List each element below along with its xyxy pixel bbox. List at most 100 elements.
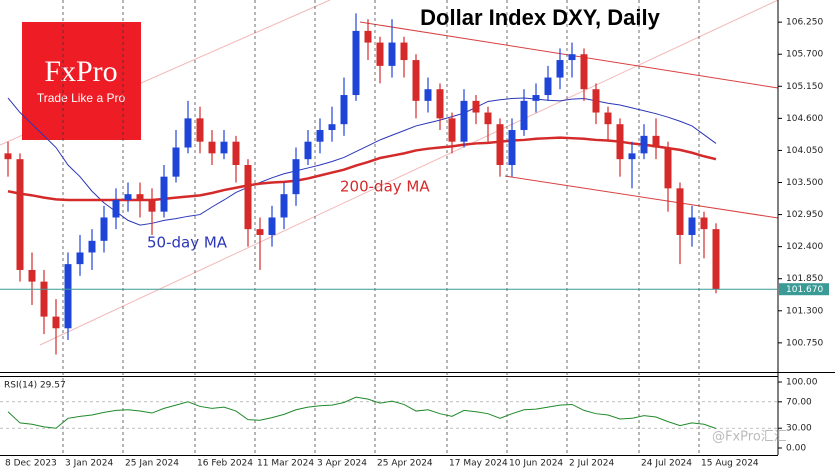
candle-body (484, 112, 492, 125)
watermark: @FxPro汇汇 (712, 430, 787, 445)
y-tick-label: 102.400 (786, 242, 823, 252)
ma-label: 50-day MA (147, 234, 228, 252)
candle-body (424, 89, 432, 101)
candle-body (568, 54, 576, 61)
candle-body (316, 130, 324, 142)
candle-body (376, 42, 384, 66)
y-tick-label: 70.00 (786, 397, 812, 407)
candle-body (64, 264, 72, 329)
candle-body (184, 118, 192, 148)
y-tick-label: 106.250 (786, 18, 823, 28)
logo: FxPro Trade Like a Pro (22, 22, 141, 140)
channel-line (39, 0, 779, 346)
candle-body (664, 147, 672, 189)
rsi-line (7, 396, 717, 429)
candle-body (652, 135, 660, 148)
logo-tagline: Trade Like a Pro (37, 91, 126, 105)
x-tick-label: 15 Aug 2024 (701, 459, 759, 469)
candle-body (160, 176, 168, 212)
candle-body (28, 269, 36, 282)
candle-body (76, 252, 84, 265)
candle-body (676, 188, 684, 235)
candle-body (40, 281, 48, 317)
candle-body (400, 42, 408, 61)
logo-box (22, 22, 141, 140)
candle-body (412, 60, 420, 101)
candle-body (136, 194, 144, 200)
candle-body (196, 118, 204, 142)
y-tick-label: 100.750 (786, 338, 823, 348)
x-tick-label: 3 Apr 2024 (317, 459, 367, 469)
candle-body (640, 135, 648, 154)
candle-body (520, 100, 528, 131)
candle-body (688, 217, 696, 235)
x-tick-label: 16 Feb 2024 (197, 459, 253, 469)
candle-body (100, 217, 108, 241)
candle-body (268, 217, 276, 235)
candle-body (616, 124, 624, 160)
ma-label: 200-day MA (340, 178, 430, 196)
moving-average (7, 136, 717, 202)
x-tick-label: 11 Mar 2024 (257, 459, 314, 469)
candle-body (604, 112, 612, 125)
candle-body (496, 124, 504, 166)
y-tick-label: 103.500 (786, 178, 823, 188)
candle-body (544, 77, 552, 96)
candle-body (472, 100, 480, 113)
candle-body (244, 165, 252, 230)
y-tick-label: 101.300 (786, 306, 823, 316)
candle-body (352, 30, 360, 96)
candle-body (208, 141, 216, 154)
last-price-box (779, 283, 829, 296)
candle-body (328, 124, 336, 131)
candle-body (592, 89, 600, 113)
candle-body (16, 159, 24, 270)
candle-body (532, 95, 540, 101)
logo-brand: FxPro (44, 55, 117, 88)
y-tick-label: 0.00 (786, 444, 806, 454)
candle-body (88, 240, 96, 253)
candle-body (712, 229, 720, 290)
candle-body (436, 89, 444, 119)
x-tick-label: 8 Dec 2023 (5, 459, 57, 469)
chart-title: Dollar Index DXY, Daily (420, 5, 660, 30)
candle-body (232, 141, 240, 166)
candle-body (628, 153, 636, 160)
candle-body (304, 141, 312, 160)
x-tick-label: 24 Jul 2024 (641, 459, 692, 469)
y-tick-label: 105.150 (786, 82, 823, 92)
candle-body (280, 194, 288, 218)
candle-body (52, 316, 60, 329)
x-tick-label: 10 Jun 2024 (509, 459, 563, 469)
candle-body (124, 194, 132, 200)
channel-line (504, 175, 779, 219)
candle-body (292, 159, 300, 195)
y-tick-label: 100.00 (786, 378, 818, 388)
candle-body (508, 130, 516, 166)
candle-body (700, 217, 708, 230)
x-tick-label: 2 Jul 2024 (569, 459, 614, 469)
x-tick-label: 17 May 2024 (449, 459, 508, 469)
rsi-title: RSI(14) 29.57 (4, 381, 66, 391)
candle-body (580, 54, 588, 90)
x-tick-label: 25 Apr 2024 (377, 459, 433, 469)
candle-body (460, 100, 468, 142)
candle-body (340, 95, 348, 125)
y-tick-label: 101.850 (786, 274, 823, 284)
x-tick-label: 3 Jan 2024 (65, 459, 113, 469)
candle-body (556, 60, 564, 78)
y-tick-label: 104.600 (786, 114, 823, 124)
candle-body (256, 229, 264, 235)
candle-body (448, 118, 456, 142)
y-tick-label: 30.00 (786, 424, 812, 434)
y-tick-label: 102.950 (786, 210, 823, 220)
candle-body (172, 147, 180, 177)
x-tick-label: 25 Jan 2024 (125, 459, 179, 469)
candle-body (4, 153, 12, 160)
candle-body (220, 141, 228, 154)
candle-body (148, 199, 156, 212)
y-tick-label: 105.700 (786, 50, 823, 60)
candle-body (112, 199, 120, 218)
last-price-label: 101.670 (786, 285, 823, 295)
